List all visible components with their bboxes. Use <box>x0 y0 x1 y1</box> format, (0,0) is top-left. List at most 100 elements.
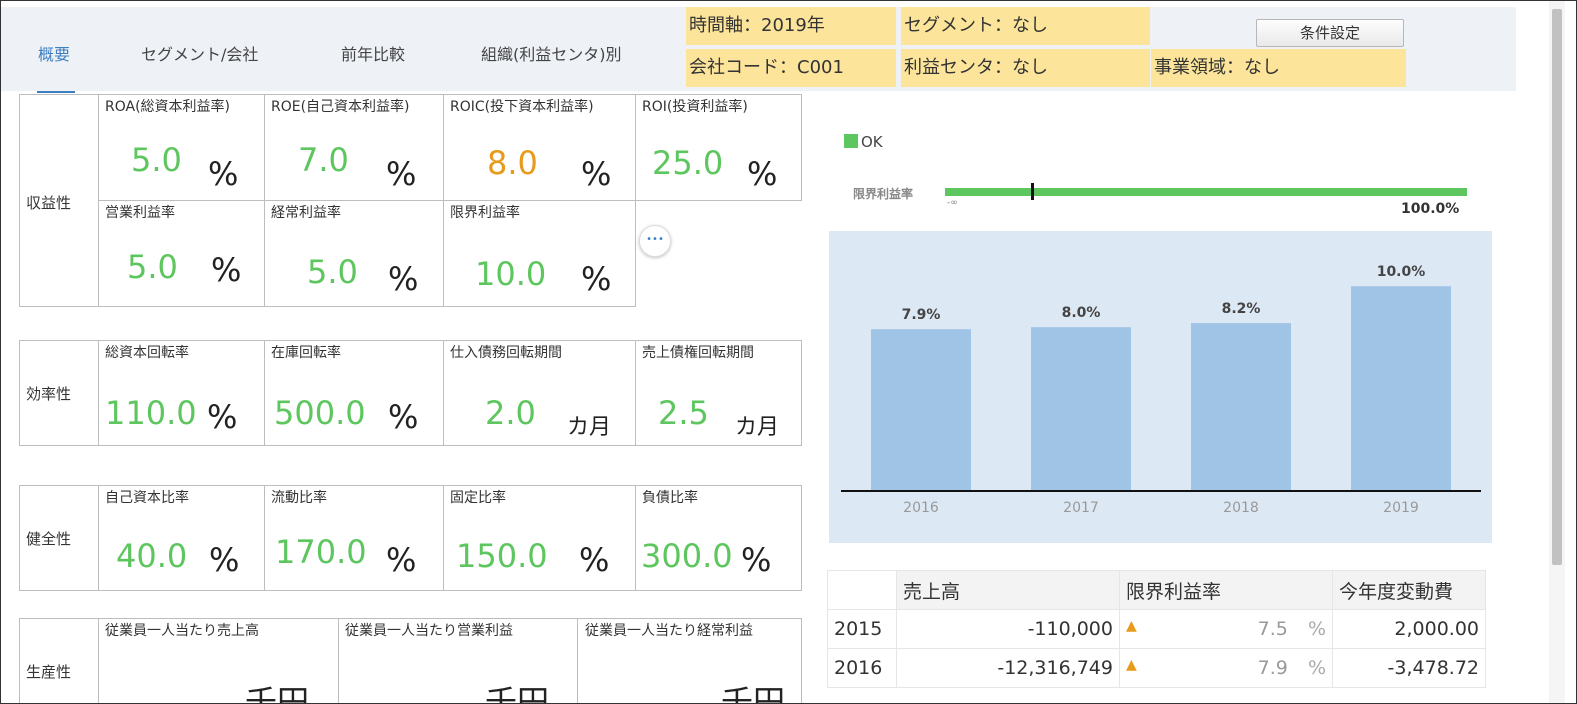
metric-operating-profit-per-employee <box>338 618 578 703</box>
metric-marginal-margin <box>443 200 636 307</box>
metric-label: 固定比率 <box>450 490 506 506</box>
table-cell-sales: -12,316,749 <box>896 648 1120 688</box>
metric-value: 10.0 <box>475 255 547 293</box>
metric-sales-per-employee <box>98 618 339 703</box>
metric-value: 150.0 <box>456 537 548 575</box>
metric-unit: % <box>386 541 417 579</box>
chart-bar-2016 <box>871 329 971 491</box>
metric-current-ratio <box>264 485 444 591</box>
metric-value: 7.0 <box>298 141 349 179</box>
table-header-cell: 限界利益率 <box>1119 570 1333 610</box>
metric-unit: % <box>388 398 419 436</box>
bullet-max-label: 100.0% <box>1401 201 1460 217</box>
metric-label: 総資本回転率 <box>105 345 189 361</box>
metric-label: 従業員一人当たり営業利益 <box>345 623 513 639</box>
table-cell-year: 2015 <box>827 609 897 649</box>
metric-label: ROE(自己資本利益率) <box>271 99 410 115</box>
legend-ok-swatch <box>844 134 858 148</box>
metric-label: 従業員一人当たり経常利益 <box>585 623 753 639</box>
metric-fixed-ratio <box>443 485 636 591</box>
metric-label: 負債比率 <box>642 490 698 506</box>
tab-segment-company[interactable]: セグメント/会社 <box>141 45 259 64</box>
metric-roe <box>264 94 444 201</box>
table-cell-cost: -3,478.72 <box>1332 648 1486 688</box>
chart-bar-2019 <box>1351 286 1451 491</box>
category-label: 効率性 <box>26 385 72 403</box>
metric-asset-turnover <box>98 340 265 446</box>
metric-inventory-turnover <box>264 340 444 446</box>
chart-tick-label: 2017 <box>1063 500 1099 516</box>
header-bar: 概要 セグメント/会社 前年比較 組織(利益センタ)別 時間軸：2019年 セグ… <box>1 7 1516 93</box>
metric-unit: % <box>581 260 612 298</box>
chart-data-label: 7.9% <box>902 307 941 323</box>
chart-tick-label: 2019 <box>1383 500 1419 516</box>
table-cell-cost: 2,000.00 <box>1332 609 1486 649</box>
rate-unit: % <box>1307 618 1326 640</box>
table-row: 2016 -12,316,749 ▲ 7.9 % -3,478.72 <box>827 648 1486 688</box>
table-header-cell <box>827 570 897 610</box>
metric-value: 500.0 <box>274 394 366 432</box>
table-cell-sales: -110,000 <box>896 609 1120 649</box>
category-label: 生産性 <box>26 663 72 681</box>
category-productivity: 生産性 <box>19 618 99 703</box>
metric-payables-period <box>443 340 636 446</box>
rate-value: 7.5 <box>1257 618 1288 640</box>
metric-unit: 千円 <box>245 683 310 704</box>
metric-value: 5.0 <box>127 248 178 286</box>
metric-value: 300.0 <box>641 537 733 575</box>
metric-value: 110.0 <box>105 394 197 432</box>
metric-value: 5.0 <box>307 253 358 291</box>
settings-button[interactable]: 条件設定 <box>1256 19 1404 47</box>
category-profitability: 収益性 <box>19 94 99 307</box>
table-cell-year: 2016 <box>827 648 897 688</box>
metric-operating-margin <box>98 200 265 307</box>
rate-unit: % <box>1307 657 1326 679</box>
metric-equity-ratio <box>98 485 265 591</box>
category-soundness: 健全性 <box>19 485 99 591</box>
metric-value: 25.0 <box>652 144 724 182</box>
filter-profit-center: 利益センタ：なし <box>901 49 1150 87</box>
metric-ordinary-profit-per-employee <box>577 618 802 703</box>
more-options-button[interactable]: ••• <box>639 225 671 257</box>
metric-value: 2.5 <box>658 394 709 432</box>
sales-table: 売上高 限界利益率 今年度変動費 2015 -110,000 ▲ 7.5 % 2… <box>827 570 1486 688</box>
metric-roi <box>635 94 802 201</box>
metric-label: 自己資本比率 <box>105 490 189 506</box>
legend-ok-label: OK <box>861 133 883 151</box>
bullet-marker <box>1031 183 1035 200</box>
filter-segment: セグメント：なし <box>901 7 1150 45</box>
bullet-min-label: -∞ <box>947 198 958 208</box>
filter-company-code: 会社コード：C001 <box>686 49 896 87</box>
rate-value: 7.9 <box>1257 657 1288 679</box>
chart-data-label: 10.0% <box>1377 264 1426 280</box>
scrollbar-thumb[interactable] <box>1552 9 1562 565</box>
chart-tick-label: 2016 <box>903 500 939 516</box>
tab-org[interactable]: 組織(利益センタ)別 <box>481 45 622 64</box>
metric-value: 170.0 <box>275 533 367 571</box>
bullet-label: 限界利益率 <box>853 187 914 201</box>
metric-label: 在庫回転率 <box>271 345 341 361</box>
metric-value: 40.0 <box>116 537 188 575</box>
metric-unit: % <box>207 398 238 436</box>
metric-roa <box>98 94 265 201</box>
chart-bar-2017 <box>1031 327 1131 491</box>
chart-tick-label: 2018 <box>1223 500 1259 516</box>
active-tab-indicator <box>37 91 75 93</box>
metric-label: 売上債権回転期間 <box>642 345 754 361</box>
metric-unit: % <box>581 155 612 193</box>
metric-unit: 千円 <box>485 683 550 704</box>
metric-label: ROI(投資利益率) <box>642 99 748 115</box>
filter-business-area: 事業領域：なし <box>1151 49 1406 87</box>
metric-value: 2.0 <box>485 394 536 432</box>
metric-label: ROIC(投下資本利益率) <box>450 99 594 115</box>
table-header-cell: 今年度変動費 <box>1332 570 1486 610</box>
tab-yoy[interactable]: 前年比較 <box>341 45 406 64</box>
metric-value: 8.0 <box>487 144 538 182</box>
table-header-cell: 売上高 <box>896 570 1120 610</box>
category-efficiency: 効率性 <box>19 340 99 446</box>
bullet-bar <box>945 188 1467 196</box>
metric-value: 5.0 <box>131 141 182 179</box>
tab-overview[interactable]: 概要 <box>38 45 71 64</box>
metric-label: ROA(総資本利益率) <box>105 99 231 115</box>
